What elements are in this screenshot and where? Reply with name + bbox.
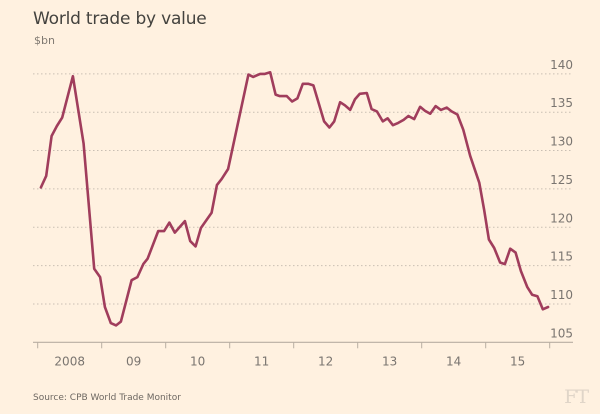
series-group xyxy=(39,71,550,327)
y-tick-label: 120 xyxy=(550,211,573,225)
series-line xyxy=(39,71,550,327)
y-tick-label: 110 xyxy=(550,288,573,302)
x-tick-label: 10 xyxy=(190,354,205,368)
y-axis-ticks: 105 110 115 120 125 130 135 140 xyxy=(550,58,573,340)
x-tick-label: 11 xyxy=(254,354,269,368)
y-tick-label: 115 xyxy=(550,250,573,264)
x-tick-label: 2008 xyxy=(54,354,85,368)
y-tick-label: 125 xyxy=(550,173,573,187)
y-tick-label: 140 xyxy=(550,58,573,72)
y-tick-label: 105 xyxy=(550,326,573,340)
gridlines xyxy=(33,73,573,305)
x-tick-label: 14 xyxy=(446,354,461,368)
x-axis: 2008 09 10 11 12 13 14 15 xyxy=(33,341,573,368)
source-note: Source: CPB World Trade Monitor xyxy=(33,393,181,403)
y-tick-label: 135 xyxy=(550,96,573,110)
y-tick-label: 130 xyxy=(550,135,573,149)
x-tick-label: 09 xyxy=(126,354,141,368)
x-tick-label: 13 xyxy=(382,354,397,368)
x-tick-label: 15 xyxy=(510,354,525,368)
unit-label: $bn xyxy=(34,34,55,47)
ft-logo: FT xyxy=(564,386,589,408)
x-tick-label: 12 xyxy=(318,354,333,368)
chart-title: World trade by value xyxy=(33,9,207,29)
